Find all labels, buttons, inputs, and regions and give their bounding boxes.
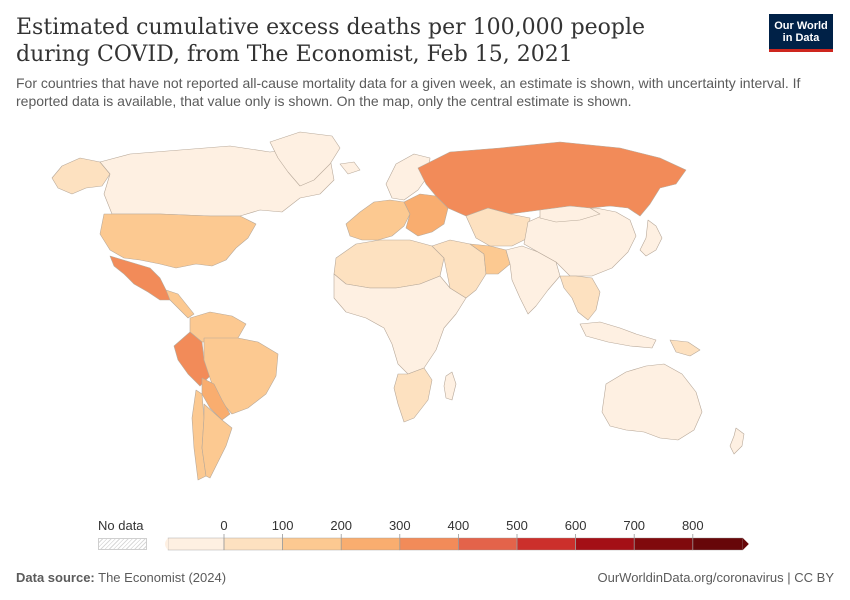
colombia-venezuela[interactable] [189, 311, 247, 343]
data-source-value[interactable]: The Economist (2024) [98, 570, 227, 585]
no-data-swatch[interactable] [98, 538, 147, 550]
papua[interactable] [669, 339, 701, 357]
central-asia[interactable] [465, 207, 531, 247]
iceland[interactable] [339, 161, 361, 175]
russia[interactable] [417, 141, 687, 217]
legend-tick-label: 0 [220, 518, 228, 533]
legend-color-bar [165, 534, 749, 551]
data-source-label: Data source: [16, 570, 95, 585]
legend-arrow [742, 538, 749, 550]
legend-bin-1[interactable] [223, 537, 283, 551]
alaska[interactable] [51, 157, 111, 195]
mongolia[interactable] [539, 205, 601, 223]
new-zealand[interactable] [729, 427, 745, 455]
legend-bin-8[interactable] [634, 537, 694, 551]
south-asia[interactable] [505, 245, 561, 315]
legend-bin-3[interactable] [341, 537, 401, 551]
legend-tick-label: 300 [388, 518, 411, 533]
bolivia-paraguay[interactable] [201, 377, 231, 421]
southern-africa[interactable] [393, 367, 433, 423]
central-america[interactable] [165, 289, 195, 319]
legend-bin-0[interactable] [167, 537, 225, 551]
chart-subtitle: For countries that have not reported all… [16, 75, 801, 109]
greenland[interactable] [269, 131, 341, 187]
logo-line-2: in Data [782, 31, 820, 44]
brazil[interactable] [203, 337, 279, 415]
footer-link[interactable]: OurWorldinData.org/coronavirus | CC BY [597, 570, 834, 585]
legend-bin-6[interactable] [516, 537, 576, 551]
madagascar[interactable] [443, 371, 457, 401]
iran[interactable] [469, 243, 511, 275]
legend-bin-2[interactable] [282, 537, 342, 551]
japan[interactable] [639, 219, 663, 257]
legend-tick-label: 100 [271, 518, 294, 533]
australia[interactable] [601, 363, 703, 441]
legend-tick-label: 800 [681, 518, 704, 533]
argentina[interactable] [201, 403, 233, 479]
legend-bin-4[interactable] [399, 537, 459, 551]
legend-bin-9[interactable] [692, 537, 743, 551]
indonesia[interactable] [579, 321, 657, 349]
logo-line-1: Our World [774, 19, 828, 32]
usa[interactable] [99, 213, 257, 269]
color-legend: No data 0 100 200 300 400 500 600 700 800 [0, 512, 850, 552]
legend-left-cap [165, 538, 168, 550]
legend-tick-label: 500 [506, 518, 528, 533]
mexico[interactable] [109, 255, 173, 301]
legend-tick-label: 600 [564, 518, 587, 533]
eastern-europe[interactable] [403, 193, 449, 237]
western-europe[interactable] [345, 199, 411, 241]
legend-tick-label: 200 [330, 518, 353, 533]
owid-logo[interactable]: Our World in Data [769, 14, 833, 52]
legend-tick-label: 700 [623, 518, 646, 533]
no-data-label: No data [98, 518, 144, 533]
legend-bin-7[interactable] [575, 537, 635, 551]
legend-bin-5[interactable] [458, 537, 518, 551]
sub-saharan-africa[interactable] [333, 273, 467, 375]
chart-title: Estimated cumulative excess deaths per 1… [16, 15, 646, 67]
southeast-asia[interactable] [559, 275, 601, 321]
world-map [51, 131, 745, 481]
legend-tick-label: 400 [447, 518, 470, 533]
data-source: Data source: The Economist (2024) [16, 570, 226, 585]
middle-east[interactable] [431, 239, 487, 299]
